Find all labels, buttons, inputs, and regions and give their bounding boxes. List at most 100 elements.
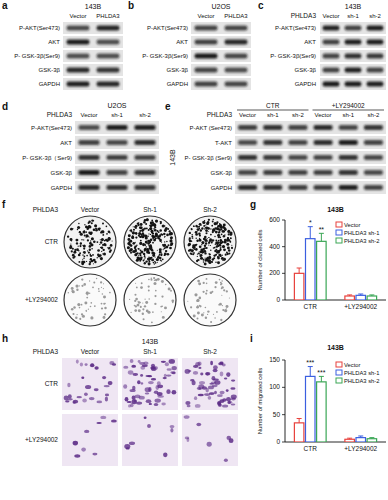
colony-dot — [140, 306, 142, 308]
colony-dot — [78, 246, 79, 247]
colony-dot — [86, 310, 87, 311]
colony-dot — [135, 242, 136, 243]
migrated-cell — [185, 401, 190, 405]
colony-dot — [67, 236, 69, 238]
colony-dot — [136, 244, 137, 245]
colony-dot — [102, 234, 104, 236]
colony-dot — [220, 241, 221, 242]
colony-dot — [161, 295, 163, 297]
colony-dot — [222, 230, 225, 233]
colony-dot — [76, 314, 77, 315]
colony-dot — [144, 262, 146, 264]
colony-dot — [222, 260, 223, 261]
colony-dot — [144, 305, 146, 307]
colony-dot — [76, 288, 78, 290]
colony-dot — [225, 254, 227, 256]
colony-dot — [90, 240, 91, 241]
colony-dot — [221, 295, 222, 296]
colony-dot — [226, 243, 229, 246]
migrated-cell — [80, 363, 83, 367]
migrated-cell — [137, 380, 140, 384]
colony-dot — [82, 230, 85, 233]
condition-label: CTR — [45, 238, 59, 245]
colony-dot — [216, 245, 219, 248]
x-tick-label: CTR — [304, 445, 318, 452]
colony-dot — [78, 261, 80, 263]
bar — [317, 382, 327, 442]
colony-dot — [99, 254, 101, 256]
migrated-cell — [226, 397, 231, 401]
blot-band — [345, 25, 362, 30]
colony-dot — [216, 311, 218, 313]
colony-dot — [159, 229, 162, 232]
colony-dot — [100, 281, 102, 283]
colony-dot — [218, 304, 220, 306]
colony-dot — [193, 252, 195, 254]
significance-mark: ** — [319, 226, 325, 233]
blot-strip — [63, 36, 123, 48]
colony-dot — [218, 251, 220, 253]
colony-dot — [139, 230, 141, 232]
colony-dot — [164, 306, 167, 309]
blot-band — [339, 170, 358, 175]
colony-dot — [101, 287, 102, 288]
colony-dot — [153, 223, 156, 226]
colony-dot — [78, 223, 79, 224]
colony-dot — [137, 222, 139, 224]
colony-dot — [220, 239, 223, 242]
colony-dot — [143, 253, 145, 255]
blot-strip — [320, 50, 386, 62]
panel-letter: h — [2, 333, 8, 344]
colony-dot — [145, 260, 147, 262]
colony-dot — [164, 236, 165, 237]
colony-dot — [134, 253, 137, 256]
error-bar — [347, 295, 352, 296]
row-label: GAPDH — [39, 81, 60, 87]
blot-band — [97, 39, 120, 44]
colony-dot — [89, 245, 92, 248]
blot-strip — [63, 50, 123, 62]
blot-band — [195, 25, 218, 30]
blot-band — [367, 39, 384, 44]
colony-dot — [219, 303, 222, 306]
colony-dot — [205, 224, 206, 225]
migrated-cell — [208, 396, 212, 400]
blot-strip — [75, 181, 159, 194]
blot-band — [314, 155, 333, 160]
micrograph — [122, 414, 178, 466]
condition-bracket — [237, 110, 309, 111]
colony-dot — [71, 240, 72, 241]
colony-dot — [214, 317, 216, 319]
colony-dot — [203, 225, 205, 227]
blot-band — [225, 53, 248, 58]
colony-dot — [148, 261, 150, 263]
blot-band — [195, 81, 218, 86]
migration-panel: h143BPHLDA3VectorSh-1Sh-2CTR+LY294002 — [2, 333, 238, 466]
blot-band — [238, 155, 257, 160]
colony-dot — [153, 277, 155, 279]
blot-band — [263, 185, 282, 190]
colony-dot — [167, 253, 170, 256]
colony-dot — [146, 246, 147, 247]
colony-dot — [201, 251, 204, 254]
colony-dot — [81, 313, 83, 315]
colony-dot — [141, 227, 143, 229]
row-label: AKT — [48, 39, 60, 45]
migrated-cell — [96, 400, 102, 403]
colony-dot — [89, 242, 91, 244]
colony-dot — [154, 303, 156, 305]
colony-dot — [133, 226, 134, 227]
colony-dot — [203, 312, 204, 313]
lane-label: sh-2 — [369, 13, 381, 19]
colony-dot — [137, 258, 139, 260]
colony-dot — [148, 279, 150, 281]
blot-band — [78, 125, 99, 130]
migrated-cell — [132, 386, 135, 390]
migrated-cell — [217, 394, 223, 397]
lane-label: Vector — [81, 348, 100, 355]
blot-strip — [320, 36, 386, 48]
colony-dot — [206, 282, 208, 284]
culture-well — [64, 216, 116, 268]
blot-panel: eCTR+LY294002143BPHLDA3Vectorsh-1sh-2Vec… — [165, 101, 386, 194]
colony-dot — [132, 231, 135, 234]
